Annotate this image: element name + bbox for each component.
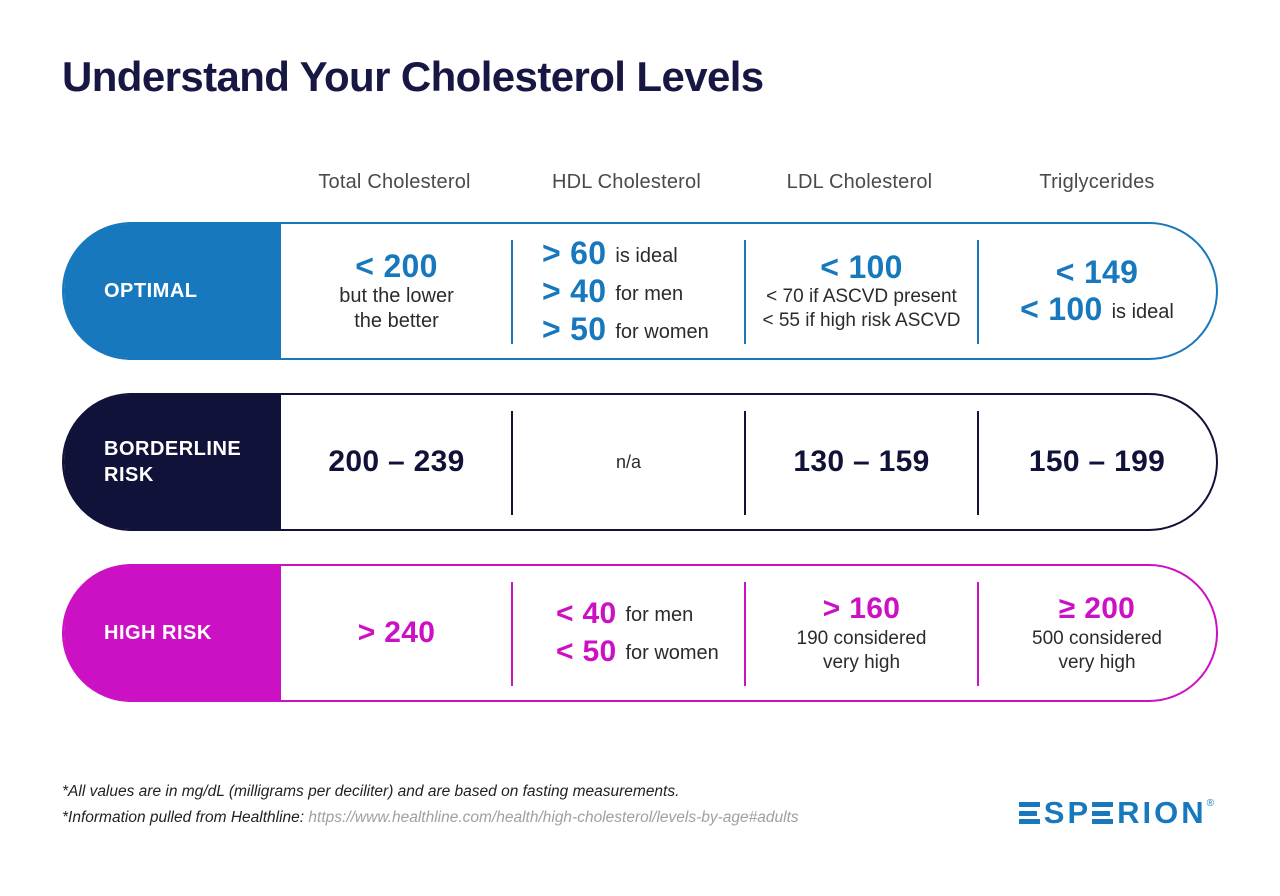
column-headers: Total Cholesterol HDL Cholesterol LDL Ch… <box>62 168 1218 196</box>
value-borderline-ldl: 130 – 159 <box>793 445 930 478</box>
cell-borderline-hdl: n/a <box>512 395 745 529</box>
value-high-risk-ldl: > 160 <box>822 592 901 625</box>
cell-high-risk-total: > 240 <box>281 566 512 700</box>
value-optimal-hdl-men: > 40 for men <box>542 273 684 309</box>
note-high-risk-ldl-2: very high <box>822 652 901 673</box>
column-header-ldl-cholesterol: LDL Cholesterol <box>786 170 933 193</box>
esperion-logo-text: SP <box>1043 795 1092 830</box>
row-high-risk: HIGH RISK > 240 < 40 for men < 50 for wo… <box>62 564 1218 702</box>
row-optimal: OPTIMAL < 200 but the lower the better >… <box>62 222 1218 360</box>
note-optimal-total-2: the better <box>354 310 439 332</box>
footnote-source-prefix: *Information pulled from Healthline: <box>62 809 309 826</box>
value-high-risk-hdl-women: < 50 for women <box>556 635 719 668</box>
value-borderline-total: 200 – 239 <box>328 445 465 478</box>
row-borderline-risk: BORDERLINE RISK 200 – 239 n/a 130 – 159 … <box>62 393 1218 531</box>
esperion-logo-text: RION <box>1117 795 1207 830</box>
column-header-spacer <box>62 168 279 196</box>
column-header-total-cholesterol: Total Cholesterol <box>318 170 471 193</box>
footnote-units: *All values are in mg/dL (milligrams per… <box>62 783 680 800</box>
cell-borderline-total: 200 – 239 <box>281 395 512 529</box>
note-optimal-ldl-2: < 55 if high risk ASCVD <box>762 310 961 331</box>
column-divider <box>744 582 746 686</box>
value-high-risk-hdl-men: < 40 for men <box>556 597 694 630</box>
row-label-high-risk: HIGH RISK <box>64 566 281 700</box>
value-borderline-hdl: n/a <box>615 451 642 472</box>
value-high-risk-trig: ≥ 200 <box>1058 592 1136 625</box>
value-optimal-trig-1: < 149 <box>1055 254 1139 290</box>
value-optimal-total: < 200 <box>355 248 438 284</box>
cell-optimal-hdl: > 60 is ideal > 40 for men > 50 for wome… <box>512 224 745 358</box>
note-optimal-total-1: but the lower <box>339 285 454 307</box>
value-optimal-hdl-ideal: > 60 is ideal <box>542 235 678 271</box>
esperion-logo-e-icon <box>1018 802 1040 824</box>
row-label-text: BORDERLINE <box>104 438 242 460</box>
row-label-text: HIGH RISK <box>104 622 212 644</box>
column-header-triglycerides: Triglycerides <box>1039 170 1155 193</box>
row-label-text: RISK <box>104 464 154 486</box>
footnote-source: *Information pulled from Healthline: htt… <box>62 805 799 831</box>
row-label-optimal: OPTIMAL <box>64 224 281 358</box>
column-divider <box>977 582 979 686</box>
value-optimal-trig-2: < 100 is ideal <box>1020 291 1174 327</box>
registered-trademark-icon: ® <box>1206 798 1214 809</box>
value-optimal-ldl: < 100 <box>820 249 903 285</box>
note-high-risk-ldl-1: 190 considered <box>796 628 927 649</box>
column-divider <box>977 411 979 515</box>
esperion-logo: SP RION ® <box>1018 795 1214 830</box>
footnote-source-url: https://www.healthline.com/health/high-c… <box>308 809 799 826</box>
value-borderline-trig: 150 – 199 <box>1028 445 1166 478</box>
row-label-text: OPTIMAL <box>104 280 198 302</box>
cell-optimal-total: < 200 but the lower the better <box>281 224 512 358</box>
footnotes: *All values are in mg/dL (milligrams per… <box>62 779 799 831</box>
value-optimal-hdl-women: > 50 for women <box>542 311 709 347</box>
page-title: Understand Your Cholesterol Levels <box>62 53 764 100</box>
cell-high-risk-triglycerides: ≥ 200 500 considered very high <box>978 566 1216 700</box>
value-high-risk-total: > 240 <box>357 616 436 649</box>
cell-high-risk-hdl: < 40 for men < 50 for women <box>512 566 745 700</box>
note-optimal-ldl-1: < 70 if ASCVD present <box>766 286 957 307</box>
note-high-risk-trig-2: very high <box>1058 652 1136 673</box>
column-divider <box>977 240 979 344</box>
note-high-risk-trig-1: 500 considered <box>1032 628 1162 649</box>
column-divider <box>511 411 513 515</box>
cell-optimal-ldl: < 100 < 70 if ASCVD present < 55 if high… <box>745 224 978 358</box>
column-divider <box>511 240 513 344</box>
esperion-logo-e-icon <box>1092 802 1114 824</box>
column-divider <box>744 411 746 515</box>
column-divider <box>511 582 513 686</box>
cell-borderline-triglycerides: 150 – 199 <box>978 395 1216 529</box>
cell-borderline-ldl: 130 – 159 <box>745 395 978 529</box>
cell-high-risk-ldl: > 160 190 considered very high <box>745 566 978 700</box>
cell-optimal-triglycerides: < 149 < 100 is ideal <box>978 224 1216 358</box>
column-divider <box>744 240 746 344</box>
row-label-borderline-risk: BORDERLINE RISK <box>64 395 281 529</box>
column-header-hdl-cholesterol: HDL Cholesterol <box>552 170 701 193</box>
